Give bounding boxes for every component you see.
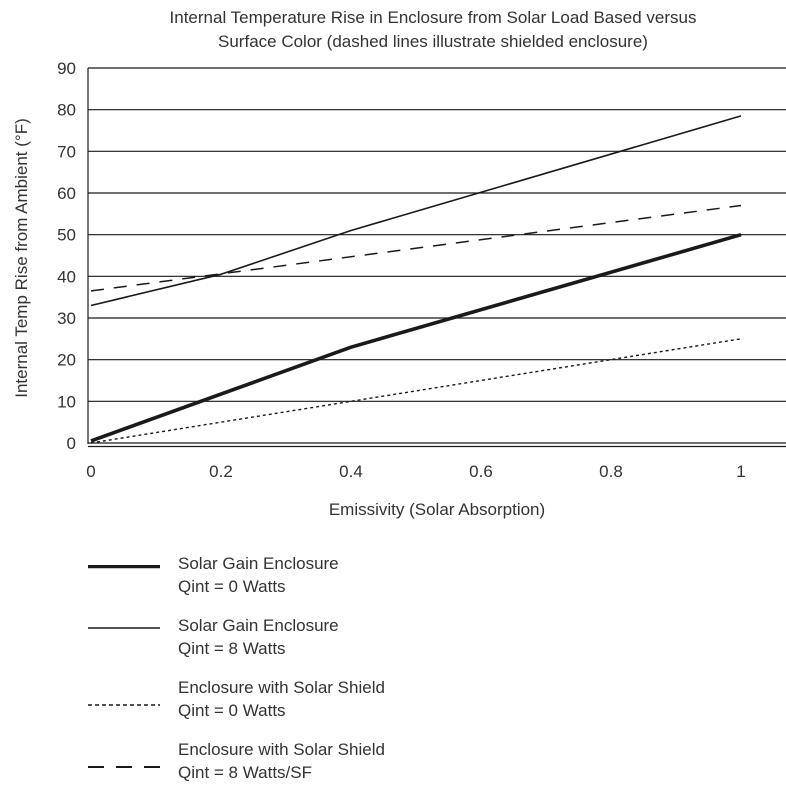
y-tick-label-90: 90 bbox=[57, 59, 76, 78]
legend-label-2-line-1: Solar Gain Enclosure bbox=[178, 616, 339, 635]
x-tick-label-0.4: 0.4 bbox=[339, 462, 363, 481]
x-tick-label-0.8: 0.8 bbox=[599, 462, 623, 481]
legend-label-4-line-1: Enclosure with Solar Shield bbox=[178, 740, 385, 759]
x-tick-label-0.6: 0.6 bbox=[469, 462, 493, 481]
y-tick-label-10: 10 bbox=[57, 392, 76, 411]
y-tick-label-40: 40 bbox=[57, 267, 76, 286]
y-tick-label-0: 0 bbox=[67, 434, 76, 453]
chart-title-line-1: Internal Temperature Rise in Enclosure f… bbox=[169, 8, 697, 27]
legend-swatch-1 bbox=[88, 565, 160, 569]
legend-label-3: Enclosure with Solar Shield Qint = 0 Watt… bbox=[178, 676, 385, 722]
x-axis-label: Emissivity (Solar Absorption) bbox=[328, 500, 546, 519]
series-line-2 bbox=[90, 115, 742, 307]
y-tick-label-70: 70 bbox=[57, 142, 76, 161]
series-line-4 bbox=[90, 204, 742, 292]
legend-label-3-line-2: Qint = 0 Watts bbox=[178, 701, 286, 720]
y-tick-label-50: 50 bbox=[57, 226, 76, 245]
legend-swatch-4 bbox=[88, 766, 160, 768]
x-tick-label-0.2: 0.2 bbox=[209, 462, 233, 481]
x-tick-label-1: 1 bbox=[736, 462, 745, 481]
y-tick-label-80: 80 bbox=[57, 101, 76, 120]
plot-area: 0 10 20 30 40 50 60 70 80 90 0 0.2 0.4 0.6 0.8 1 bbox=[57, 59, 786, 481]
y-tick-label-60: 60 bbox=[57, 184, 76, 203]
legend-swatch-3 bbox=[88, 704, 160, 706]
chart-title: Internal Temperature Rise in Enclosure f… bbox=[40, 6, 786, 54]
y-tick-label-30: 30 bbox=[57, 309, 76, 328]
legend-label-3-line-1: Enclosure with Solar Shield bbox=[178, 678, 385, 697]
legend-label-4-line-2: Qint = 8 Watts/SF bbox=[178, 763, 312, 782]
legend-label-2: Solar Gain Enclosure Qint = 8 Watts bbox=[178, 614, 339, 660]
legend-label-1-line-2: Qint = 0 Watts bbox=[178, 577, 286, 596]
series-line-3 bbox=[90, 338, 742, 444]
legend-label-1-line-1: Solar Gain Enclosure bbox=[178, 554, 339, 573]
legend-label-1: Solar Gain Enclosure Qint = 0 Watts bbox=[178, 552, 339, 598]
y-tick-label-20: 20 bbox=[57, 351, 76, 370]
legend-swatch-2 bbox=[88, 627, 160, 629]
legend-label-4: Enclosure with Solar Shield Qint = 8 Watt… bbox=[178, 738, 385, 784]
series-line-1 bbox=[90, 232, 742, 443]
chart-title-line-2: Surface Color (dashed lines illustrate s… bbox=[218, 32, 648, 51]
x-tick-label-0: 0 bbox=[86, 462, 95, 481]
legend-label-2-line-2: Qint = 8 Watts bbox=[178, 639, 286, 658]
